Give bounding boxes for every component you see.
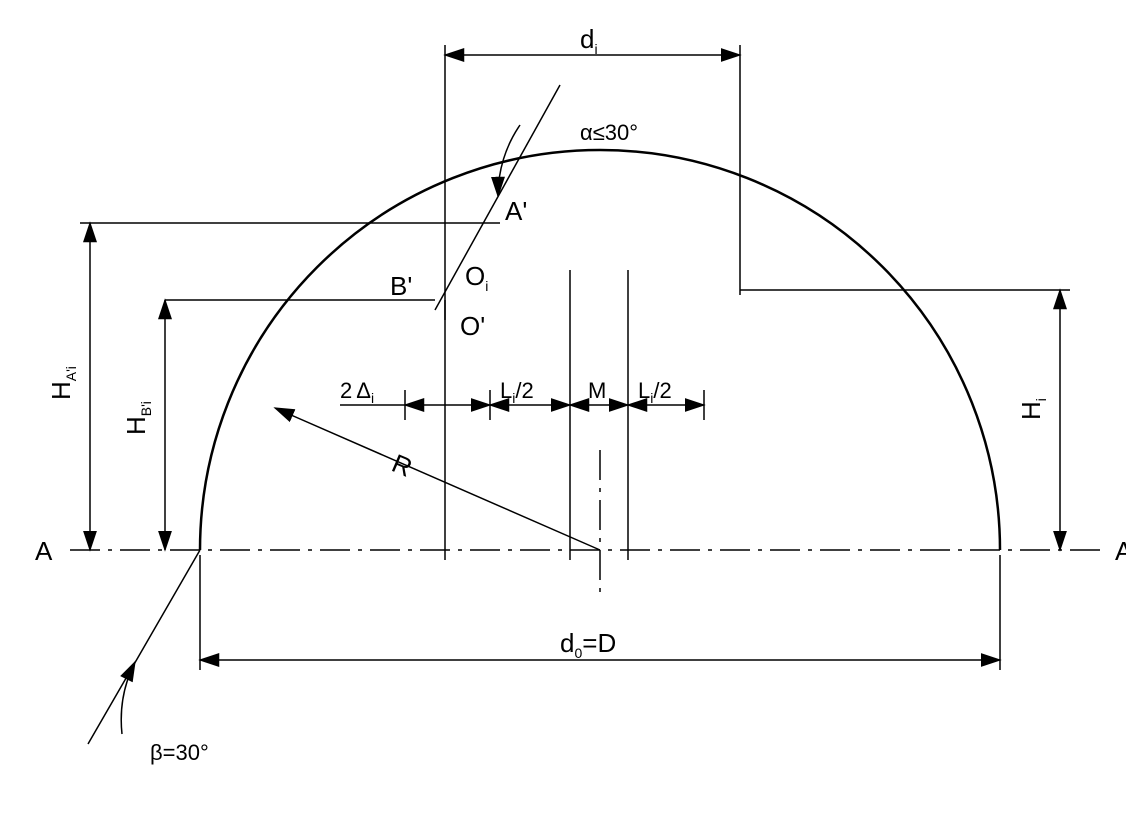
label-HAi: HA'i: [46, 366, 79, 400]
label-Bprime: B': [390, 271, 412, 301]
radius-line: [275, 408, 600, 550]
label-alpha: α≤30°: [580, 120, 638, 145]
label-R: R: [388, 448, 417, 483]
label-A-left: A: [35, 536, 53, 566]
label-Aprime: A': [505, 196, 527, 226]
label-M: M: [588, 378, 606, 403]
label-HBi: HB'i: [121, 401, 154, 435]
label-Oprime: O': [460, 311, 485, 341]
label-Oi: Oi: [465, 261, 488, 294]
beta-arc: [121, 662, 135, 734]
label-d0: d0=D: [560, 628, 616, 661]
label-2di: 2Δi: [340, 378, 374, 406]
label-Hi: Hi: [1016, 398, 1049, 420]
engineering-diagram: A A R α≤30° β=30° di d0=D Hi HA'i HB'i A…: [20, 20, 1126, 801]
label-di: di: [580, 24, 598, 57]
label-li2a: Li/2: [500, 378, 534, 406]
beta-line: [88, 550, 200, 744]
label-li2b: Li/2: [638, 378, 672, 406]
label-beta: β=30°: [150, 740, 209, 765]
label-A-right: A: [1115, 536, 1126, 566]
alpha-line: [435, 85, 560, 310]
